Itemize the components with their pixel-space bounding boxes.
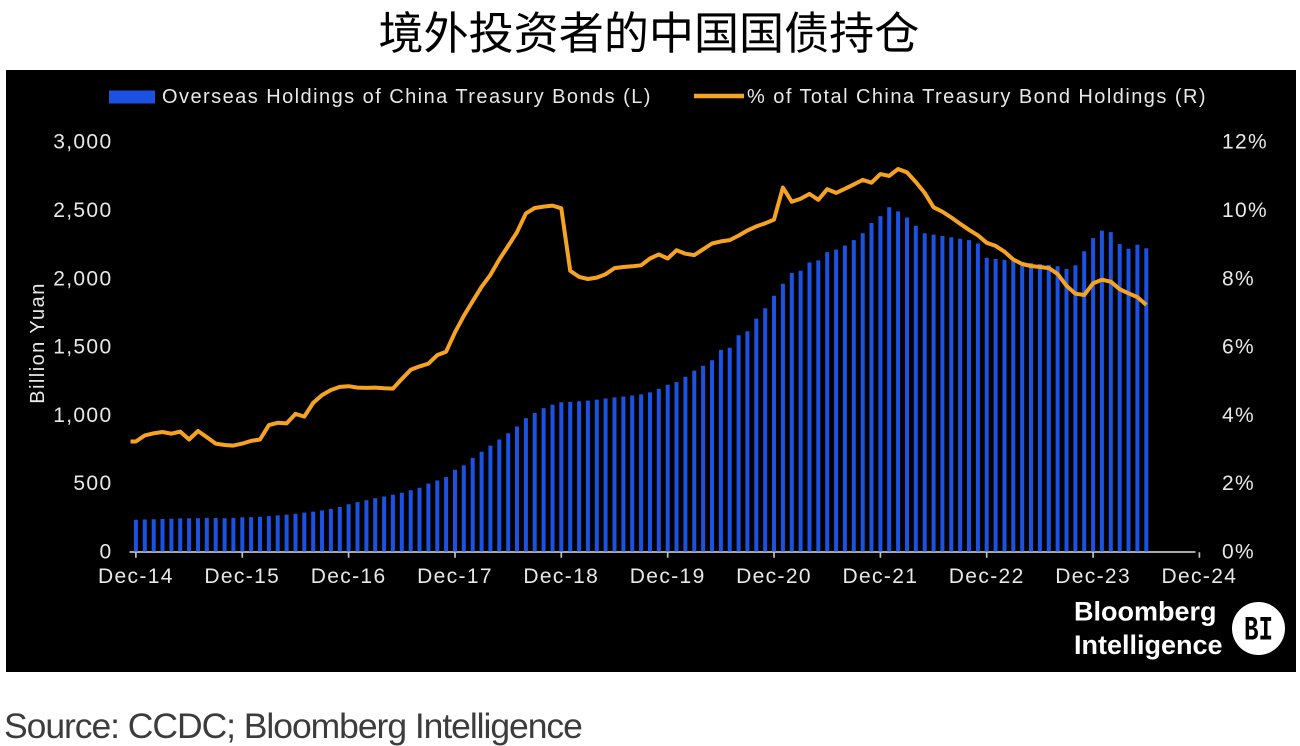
svg-text:Dec-23: Dec-23 [1055,565,1131,588]
svg-text:10%: 10% [1222,199,1268,222]
svg-text:6%: 6% [1222,336,1255,359]
svg-text:Dec-17: Dec-17 [417,565,493,588]
svg-text:Intelligence: Intelligence [1074,630,1223,660]
svg-text:0: 0 [99,541,112,564]
svg-text:2,500: 2,500 [53,199,112,222]
svg-text:Dec-22: Dec-22 [949,565,1025,588]
svg-text:Dec-16: Dec-16 [311,565,387,588]
svg-text:Dec-18: Dec-18 [523,565,599,588]
svg-text:Dec-20: Dec-20 [736,565,812,588]
svg-text:4%: 4% [1222,404,1255,427]
svg-text:BI: BI [1244,613,1273,651]
svg-text:Bloomberg: Bloomberg [1074,597,1217,627]
svg-text:0%: 0% [1222,541,1255,564]
svg-text:500: 500 [73,472,112,495]
svg-text:Dec-21: Dec-21 [843,565,919,588]
svg-text:% of Total China Treasury Bond: % of Total China Treasury Bond Holdings … [747,86,1207,108]
svg-text:1,500: 1,500 [53,336,112,359]
svg-text:Dec-24: Dec-24 [1162,565,1238,588]
svg-text:2,000: 2,000 [53,267,112,290]
svg-text:Dec-15: Dec-15 [204,565,280,588]
svg-text:2%: 2% [1222,472,1255,495]
svg-text:3,000: 3,000 [53,131,112,154]
svg-text:12%: 12% [1222,131,1268,154]
svg-text:Dec-14: Dec-14 [98,565,174,588]
svg-text:1,000: 1,000 [53,404,112,427]
svg-text:8%: 8% [1222,267,1255,290]
svg-text:Overseas Holdings of China Tre: Overseas Holdings of China Treasury Bond… [162,86,652,108]
svg-text:Billion Yuan: Billion Yuan [27,282,49,404]
svg-text:Dec-19: Dec-19 [630,565,706,588]
